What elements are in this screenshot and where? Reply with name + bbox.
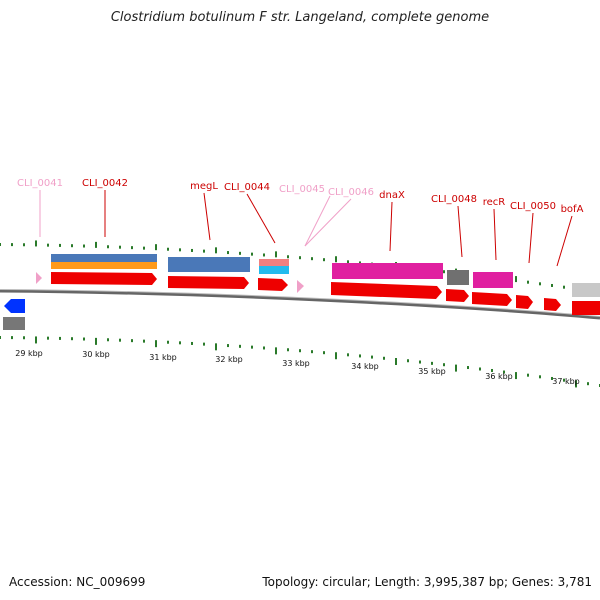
gene-arrow-cli0042[interactable] [51, 272, 157, 285]
gene-label[interactable]: CLI_0050 [510, 201, 556, 212]
reverse-strand-blue-arrow[interactable] [4, 299, 25, 313]
gene-bar-recr-magenta[interactable] [473, 272, 513, 288]
gene-label[interactable]: CLI_0046 [328, 187, 374, 198]
scale-labels: 29 kbp 30 kbp 31 kbp 32 kbp 33 kbp 34 kbp 35 k… [15, 349, 580, 386]
gene-bar-megl-blue[interactable] [168, 257, 250, 272]
gene-bar-cli0042-blue[interactable] [51, 254, 157, 262]
gene-bar-dnax-magenta[interactable] [332, 263, 443, 279]
gene-bar-cli0048-gray[interactable] [447, 270, 469, 285]
accession-text: Accession: NC_009699 [9, 575, 146, 589]
scale-label: 32 kbp [215, 355, 243, 364]
gene-label[interactable]: bofA [561, 204, 584, 215]
gene-label[interactable]: megL [190, 181, 218, 192]
label-leader [246, 193, 276, 244]
scale-label: 37 kbp [552, 377, 580, 386]
gene-label[interactable]: CLI_0041 [17, 178, 63, 189]
gene-label[interactable]: recR [483, 197, 506, 208]
gene-arrow-right-edge[interactable] [572, 301, 600, 315]
scale-label: 34 kbp [351, 362, 379, 371]
genome-backbone [0, 289, 600, 320]
gene-arrow-cli0048[interactable] [446, 289, 469, 302]
label-leader [493, 208, 497, 261]
gene-label[interactable]: CLI_0044 [224, 182, 270, 193]
label-leader [203, 192, 211, 241]
label-leader [528, 212, 534, 264]
gene-label[interactable]: CLI_0048 [431, 194, 477, 205]
gene-arrow-bofa[interactable] [544, 298, 561, 311]
tick-row-inner [0, 336, 600, 388]
scale-label: 35 kbp [418, 367, 446, 376]
scale-label: 33 kbp [282, 359, 310, 368]
gene-bar-cli0042-orange[interactable] [51, 262, 157, 269]
genome-title: Clostridium botulinum F str. Langeland, … [110, 10, 490, 25]
label-leaders [39, 190, 573, 267]
gene-arrow-cli0044[interactable] [258, 278, 288, 291]
gene-bar-cli0044-cyan[interactable] [259, 266, 289, 274]
tick-row-outer [0, 240, 600, 294]
scale-label: 31 kbp [149, 353, 177, 362]
gene-arrow-cli0041[interactable] [36, 272, 42, 284]
gray-feature-left[interactable] [3, 317, 25, 330]
gene-label[interactable]: CLI_0042 [82, 178, 128, 189]
scale-label: 29 kbp [15, 349, 43, 358]
label-leader [457, 205, 463, 258]
scale-label: 36 kbp [485, 372, 513, 381]
gene-label[interactable]: dnaX [379, 190, 405, 201]
gene-arrow-cli0045[interactable] [297, 280, 304, 293]
gene-arrow-dnax[interactable] [331, 282, 442, 299]
gene-label[interactable]: CLI_0045 [279, 184, 325, 195]
gene-arrow-recr[interactable] [472, 292, 512, 306]
genome-backbone-highlight [0, 289, 600, 317]
label-leader [389, 201, 393, 252]
label-leader [304, 195, 331, 247]
gene-arrow-megl[interactable] [168, 276, 249, 289]
gene-arrow-cli0050[interactable] [516, 295, 533, 309]
gray-feature-right[interactable] [572, 283, 600, 297]
genome-summary: Topology: circular; Length: 3,995,387 bp… [262, 575, 592, 589]
label-leader [304, 198, 352, 247]
label-leader [556, 215, 573, 267]
gene-labels: CLI_0041 CLI_0042 megL CLI_0044 CLI_0045 CLI_… [17, 178, 584, 215]
scale-label: 30 kbp [82, 350, 110, 359]
gene-bar-cli0044-pink[interactable] [259, 259, 289, 266]
